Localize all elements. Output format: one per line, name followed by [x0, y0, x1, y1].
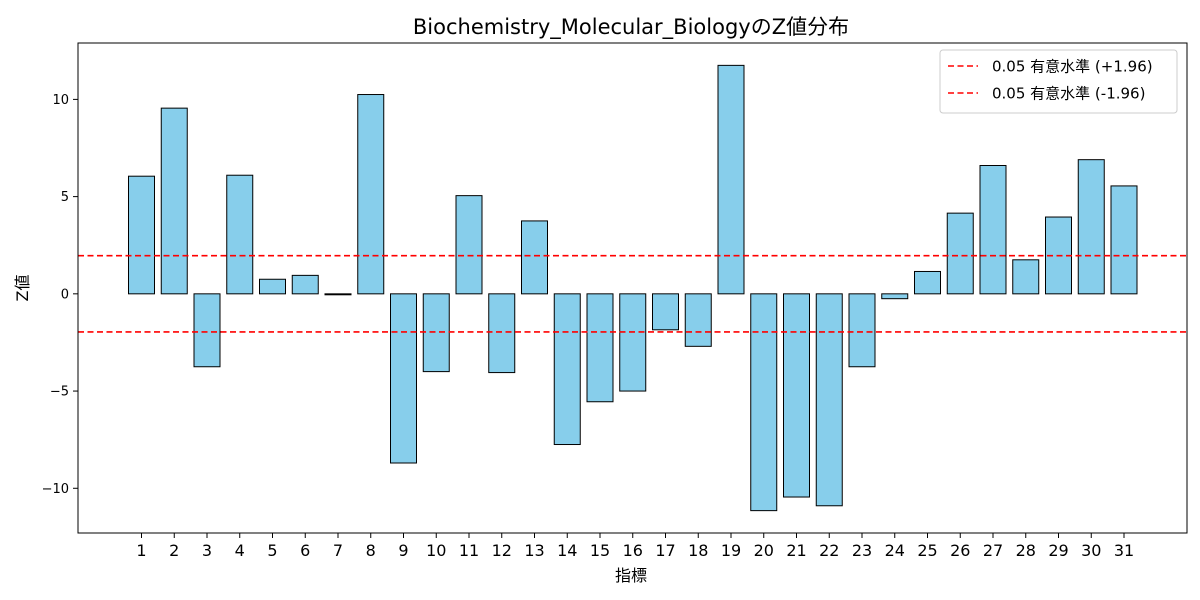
legend-box — [939, 49, 1178, 114]
x-tick-label: 15 — [590, 541, 610, 560]
legend: 0.05 有意水準 (+1.96) 0.05 有意水準 (-1.96) — [939, 49, 1178, 114]
bar-15 — [586, 293, 614, 403]
x-tick-label: 22 — [819, 541, 839, 560]
bar-22 — [815, 293, 843, 507]
x-tick-label: 8 — [366, 541, 376, 560]
x-tick-label: 3 — [202, 541, 212, 560]
x-tick-label: 17 — [655, 541, 675, 560]
x-tick-label: 28 — [1016, 541, 1036, 560]
bar-8 — [357, 94, 385, 295]
bar-3 — [193, 293, 221, 368]
bar-30 — [1077, 159, 1105, 295]
x-tick-label: 23 — [852, 541, 872, 560]
y-tick-label: 10 — [52, 93, 69, 108]
x-tick-label: 31 — [1114, 541, 1134, 560]
x-tick-label: 26 — [950, 541, 970, 560]
x-tick-label: 21 — [786, 541, 806, 560]
x-tick-label: 20 — [754, 541, 774, 560]
x-tick-label: 6 — [300, 541, 310, 560]
bar-16 — [619, 293, 647, 392]
y-tick-label: −10 — [42, 482, 69, 497]
y-axis-label: Z値 — [13, 275, 32, 302]
bar-6 — [291, 274, 319, 295]
x-tick-label: 27 — [983, 541, 1003, 560]
bar-10 — [422, 293, 450, 373]
bar-14 — [553, 293, 581, 446]
y-tick-label: 5 — [61, 190, 69, 205]
x-tick-label: 29 — [1048, 541, 1068, 560]
bar-2 — [160, 107, 188, 295]
x-tick-label: 4 — [235, 541, 245, 560]
x-tick-label: 18 — [688, 541, 708, 560]
x-tick-label: 11 — [459, 541, 479, 560]
bar-21 — [783, 293, 810, 498]
x-tick-label: 16 — [623, 541, 643, 560]
x-tick-label: 13 — [524, 541, 544, 560]
bar-17 — [652, 293, 679, 331]
x-tick-label: 1 — [136, 541, 146, 560]
bar-28 — [1012, 259, 1040, 295]
x-tick-label: 24 — [885, 541, 905, 560]
x-tick-label: 30 — [1081, 541, 1101, 560]
bar-25 — [914, 270, 941, 295]
x-tick-label: 9 — [398, 541, 408, 560]
bar-23 — [848, 293, 876, 368]
bar-9 — [390, 293, 417, 464]
bar-7 — [324, 293, 352, 296]
legend-label: 0.05 有意水準 (+1.96) — [992, 58, 1153, 76]
bar-5 — [259, 278, 286, 295]
bar-18 — [684, 293, 712, 347]
legend-label: 0.05 有意水準 (-1.96) — [992, 85, 1145, 103]
bar-11 — [455, 195, 483, 295]
bar-4 — [226, 174, 254, 295]
x-axis-label: 指標 — [615, 566, 647, 585]
x-tick-label: 5 — [267, 541, 277, 560]
bar-24 — [881, 293, 909, 300]
x-tick-label: 12 — [492, 541, 512, 560]
bar-27 — [979, 165, 1007, 295]
x-tick-label: 2 — [169, 541, 179, 560]
x-tick-label: 7 — [333, 541, 343, 560]
x-tick-label: 14 — [557, 541, 577, 560]
x-tick-label: 10 — [426, 541, 446, 560]
y-tick-label: 0 — [61, 287, 69, 302]
bar-20 — [750, 293, 778, 512]
x-tick-label: 25 — [917, 541, 937, 560]
bar-19 — [717, 64, 745, 295]
bar-12 — [488, 293, 516, 374]
chart-title: Biochemistry_Molecular_BiologyのZ値分布 — [413, 15, 849, 40]
x-tick-label: 19 — [721, 541, 741, 560]
bar-26 — [946, 212, 974, 295]
bar-13 — [521, 220, 548, 295]
bar-31 — [1110, 185, 1138, 295]
y-tick-label: −5 — [50, 385, 69, 400]
bar-1 — [128, 175, 155, 295]
